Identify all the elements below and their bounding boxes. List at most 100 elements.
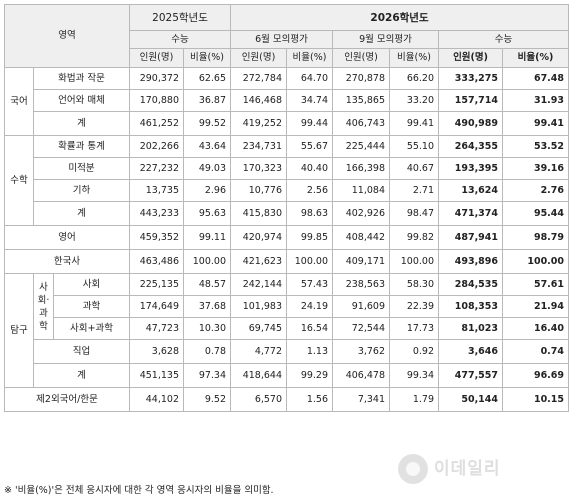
table-row: 언어와 매체 170,880 36.87 146,468 34.74 135,8…: [5, 89, 570, 112]
cell-value: 101,983: [230, 295, 288, 318]
section-inquiry: 탐구: [4, 273, 34, 388]
row-label: 기하: [33, 179, 130, 202]
cell-value: 100.00: [182, 249, 232, 274]
cell-value: 270,878: [332, 67, 391, 90]
cell-value: 99.52: [182, 111, 232, 136]
table-row: 사회+과학 47,723 10.30 69,745 16.54 72,544 1…: [5, 317, 570, 340]
cell-value: 415,830: [230, 201, 288, 226]
cell-value: 16.40: [502, 317, 570, 340]
cell-value: 24.19: [286, 295, 334, 318]
section-foreign-language: 제2외국어/한문: [4, 387, 130, 412]
cell-value: 13,624: [438, 179, 504, 202]
footnote: ※ '비율(%)'은 전체 응시자에 대한 각 영역 응시자의 비율을 의미함.: [4, 485, 274, 496]
table-row: 수학 확률과 통계 202,266 43.64 234,731 55.67 22…: [4, 135, 570, 226]
row-label: 화법과 작문: [33, 67, 130, 90]
cell-value: 225,135: [129, 273, 184, 296]
cell-value: 2.71: [389, 179, 440, 202]
table-row: 탐구 사회·과학 사회 225,135 48.57 242,144 57.43 …: [4, 273, 570, 388]
cell-value: 409,171: [332, 249, 391, 274]
cell-value: 493,896: [438, 249, 504, 274]
cell-value: 67.48: [502, 67, 570, 90]
cell-value: 95.44: [502, 201, 570, 226]
stats-table-container: 영역 2025학년도 2026학년도 수능 6월 모의평가 9월 모의평가 수능…: [4, 4, 570, 412]
header-ratio: 비율(%): [182, 48, 232, 68]
cell-value: 81,023: [438, 317, 504, 340]
cell-value: 0.92: [389, 339, 440, 364]
cell-value: 99.34: [389, 363, 440, 388]
cell-value: 55.10: [389, 135, 440, 158]
cell-value: 99.44: [286, 111, 334, 136]
cell-value: 2.56: [286, 179, 334, 202]
watermark-text: 이데일리: [434, 459, 501, 479]
cell-value: 264,355: [438, 135, 504, 158]
cell-value: 99.85: [286, 225, 334, 250]
cell-value: 333,275: [438, 67, 504, 90]
cell-value: 419,252: [230, 111, 288, 136]
cell-value: 62.65: [182, 67, 232, 90]
cell-value: 202,266: [129, 135, 184, 158]
cell-value: 97.34: [182, 363, 232, 388]
cell-value: 443,233: [129, 201, 184, 226]
section-english: 영어: [4, 225, 130, 250]
cell-value: 0.78: [182, 339, 232, 364]
cell-value: 53.52: [502, 135, 570, 158]
cell-value: 21.94: [502, 295, 570, 318]
cell-value: 459,352: [129, 225, 184, 250]
cell-value: 0.74: [502, 339, 570, 364]
cell-value: 3,762: [332, 339, 391, 364]
table-row: 계 443,233 95.63 415,830 98.63 402,926 98…: [5, 201, 570, 226]
cell-value: 174,649: [129, 295, 184, 318]
exam-participants-table: 영역 2025학년도 2026학년도 수능 6월 모의평가 9월 모의평가 수능…: [4, 4, 570, 412]
header-ratio: 비율(%): [502, 48, 570, 68]
row-label: 계: [33, 363, 130, 388]
cell-value: 418,644: [230, 363, 288, 388]
cell-value: 47,723: [129, 317, 184, 340]
cell-value: 98.47: [389, 201, 440, 226]
cell-value: 39.16: [502, 157, 570, 180]
row-label: 확률과 통계: [33, 135, 130, 158]
table-row: 제2외국어/한문 44,102 9.52 6,570 1.56 7,341 1.…: [4, 387, 570, 412]
cell-value: 48.57: [182, 273, 232, 296]
header-area: 영역: [4, 4, 130, 68]
table-row: 미적분 227,232 49.03 170,323 40.40 166,398 …: [5, 157, 570, 180]
header-year-2025: 2025학년도: [128, 4, 232, 31]
cell-value: 157,714: [438, 89, 504, 112]
table-row: 직업 3,628 0.78 4,772 1.13 3,762 0.92 3,64…: [5, 339, 570, 364]
cell-value: 272,784: [230, 67, 288, 90]
cell-value: 2.96: [182, 179, 232, 202]
cell-value: 238,563: [332, 273, 391, 296]
cell-value: 34.74: [286, 89, 334, 112]
cell-value: 98.63: [286, 201, 334, 226]
cell-value: 234,731: [230, 135, 288, 158]
cell-value: 66.20: [389, 67, 440, 90]
cell-value: 10.15: [502, 387, 570, 412]
cell-value: 166,398: [332, 157, 391, 180]
cell-value: 96.69: [502, 363, 570, 388]
cell-value: 408,442: [332, 225, 391, 250]
cell-value: 100.00: [389, 249, 440, 274]
cell-value: 44,102: [129, 387, 184, 412]
cell-value: 57.43: [286, 273, 334, 296]
table-row: 과학 174,649 37.68 101,983 24.19 91,609 22…: [5, 295, 570, 318]
cell-value: 2.76: [502, 179, 570, 202]
watermark-circle-icon: [398, 454, 428, 484]
header-2026-june: 6월 모의평가: [230, 30, 334, 49]
row-label: 계: [33, 201, 130, 226]
cell-value: 55.67: [286, 135, 334, 158]
cell-value: 242,144: [230, 273, 288, 296]
cell-value: 6,570: [230, 387, 288, 412]
cell-value: 40.67: [389, 157, 440, 180]
row-label: 직업: [33, 339, 130, 364]
cell-value: 99.82: [389, 225, 440, 250]
cell-value: 225,444: [332, 135, 391, 158]
cell-value: 406,743: [332, 111, 391, 136]
cell-value: 420,974: [230, 225, 288, 250]
cell-value: 490,989: [438, 111, 504, 136]
cell-value: 193,395: [438, 157, 504, 180]
cell-value: 406,478: [332, 363, 391, 388]
cell-value: 471,374: [438, 201, 504, 226]
row-label: 계: [33, 111, 130, 136]
cell-value: 170,880: [129, 89, 184, 112]
cell-value: 37.68: [182, 295, 232, 318]
cell-value: 1.56: [286, 387, 334, 412]
